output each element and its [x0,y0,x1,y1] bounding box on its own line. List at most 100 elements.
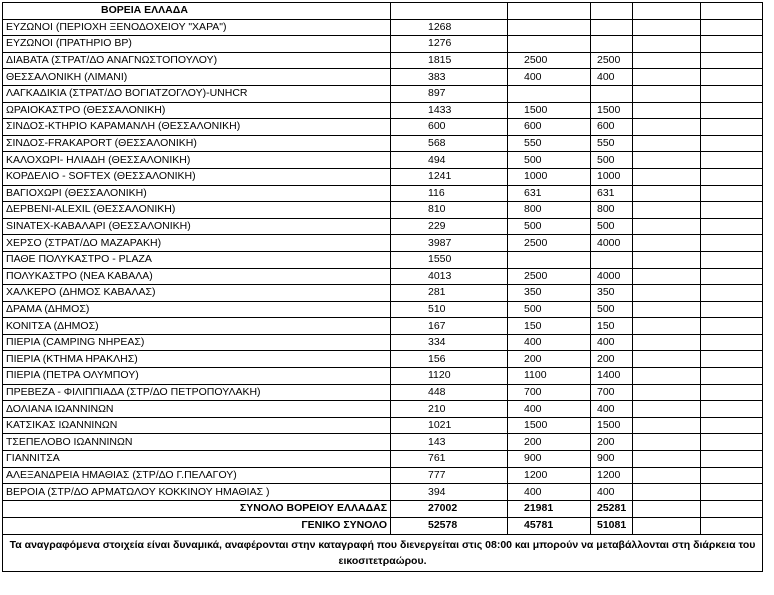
value-cell [632,317,701,335]
value-cell [632,333,701,352]
row-label: ΣΥΝΟΛΟ ΒΟΡΕΙΟΥ ΕΛΛΑΔΑΣ [2,499,391,518]
value-cell: 400 [590,483,633,501]
data-row: ΣΙΝΔΟΣ-ΚΤΗΡΙΟ ΚΑΡΑΜΑΝΛΗ (ΘΕΣΣΑΛΟΝΙΚΗ) 600… [2,118,763,136]
row-label: ΠΙΕΡΙΑ (CAMPING ΝΗΡΕΑΣ) [2,333,391,352]
header-row: ΒΟΡΕΙΑ ΕΛΛΑΔΑ [2,2,763,20]
value-cell [700,416,763,435]
data-row: ΚΑΤΣΙΚΑΣ ΙΩΑΝΝΙΝΩΝ 1021 1500 1500 [2,416,763,435]
value-cell [700,400,763,418]
value-cell: 4000 [590,267,633,286]
value-cell: 494 [390,151,508,169]
table: ΒΟΡΕΙΑ ΕΛΛΑΔΑ ΕΥΖΩΝΟΙ (ΠΕΡΙΟΧΗ ΞΕΝΟΔΟΧΕΙΟ… [2,2,763,572]
data-row: ΣΙΝΔΟΣ-FRAKAPORT (ΘΕΣΣΑΛΟΝΙΚΗ) 568 550 550 [2,134,763,153]
value-cell: 45781 [507,516,591,535]
data-row: ΔΕΡΒΕΝΙ-ALEXIL (ΘΕΣΣΑΛΟΝΙΚΗ) 810 800 800 [2,201,763,219]
value-cell: 1433 [390,101,508,120]
data-row: ΤΣΕΠΕΛΟΒΟ ΙΩΑΝΝΙΝΩΝ 143 200 200 [2,433,763,452]
row-label: ΔΙΑΒΑΤΑ (ΣΤΡΑΤ/ΔΟ ΑΝΑΓΝΩΣΤΟΠΟΥΛΟΥ) [2,51,391,70]
value-cell: 394 [390,483,508,501]
row-label: ΧΕΡΣΟ (ΣΤΡΑΤ/ΔΟ ΜΑΖΑΡΑΚΗ) [2,234,391,252]
value-cell [700,134,763,153]
value-cell: 400 [507,483,591,501]
row-label: ΚΑΤΣΙΚΑΣ ΙΩΑΝΝΙΝΩΝ [2,416,391,435]
data-row: ΠΟΛΥΚΑΣΤΡΟ (ΝΕΑ ΚΑΒΑΛΑ) 4013 2500 4000 [2,267,763,286]
value-cell [507,18,591,37]
value-cell: 800 [507,201,591,219]
row-label: SINATEX-ΚΑΒΑΛΑΡΙ (ΘΕΣΣΑΛΟΝΙΚΗ) [2,217,391,236]
value-cell [632,416,701,435]
value-cell: 500 [507,300,591,319]
value-cell: 4000 [590,234,633,252]
data-row: ΚΟΝΙΤΣΑ (ΔΗΜΟΣ) 167 150 150 [2,317,763,335]
value-cell: 1000 [507,167,591,186]
value-cell: 631 [507,184,591,203]
value-cell: 3987 [390,234,508,252]
data-row: ΓΙΑΝΝΙΤΣΑ 761 900 900 [2,450,763,468]
value-cell: 27002 [390,499,508,518]
value-cell: 761 [390,450,508,468]
value-cell: 400 [590,400,633,418]
row-label: ΒΟΡΕΙΑ ΕΛΛΑΔΑ [2,2,391,20]
value-cell: 2500 [590,51,633,70]
value-cell [700,250,763,269]
data-row: ΒΑΓΙΟΧΩΡΙ (ΘΕΣΣΑΛΟΝΙΚΗ) 116 631 631 [2,184,763,203]
value-cell [700,151,763,169]
value-cell [700,483,763,501]
row-label: ΚΟΝΙΤΣΑ (ΔΗΜΟΣ) [2,317,391,335]
value-cell: 2500 [507,234,591,252]
footnote: Τα αναγραφόμενα στοιχεία είναι δυναμικά,… [2,533,763,572]
value-cell: 1400 [590,367,633,385]
data-row: ΛΑΓΚΑΔΙΚΙΑ (ΣΤΡΑΤ/ΔΟ ΒΟΓΙΑΤΖΟΓΛΟΥ)-UNHCR… [2,84,763,103]
row-label: ΠΙΕΡΙΑ (ΠΕΤΡΑ ΟΛΥΜΠΟΥ) [2,367,391,385]
row-label: ΔΡΑΜΑ (ΔΗΜΟΣ) [2,300,391,319]
value-cell [632,134,701,153]
value-cell [590,84,633,103]
value-cell [632,284,701,302]
row-label: ΒΑΓΙΟΧΩΡΙ (ΘΕΣΣΑΛΟΝΙΚΗ) [2,184,391,203]
value-cell [632,499,701,518]
value-cell [632,101,701,120]
row-label: ΒΕΡΟΙΑ (ΣΤΡ/ΔΟ ΑΡΜΑΤΩΛΟΥ ΚΟΚΚΙΝΟΥ ΗΜΑΘΙΑ… [2,483,391,501]
value-cell: 700 [507,383,591,402]
value-cell [632,2,701,20]
value-cell [700,350,763,369]
value-cell: 400 [507,400,591,418]
value-cell: 350 [590,284,633,302]
data-row: ΚΟΡΔΕΛΙΟ - SOFTEX (ΘΕΣΣΑΛΟΝΙΚΗ) 1241 1000 1… [2,167,763,186]
value-cell [700,367,763,385]
value-cell [590,35,633,53]
value-cell [632,217,701,236]
data-row: ΠΑΘΕ ΠΟΛΥΚΑΣΤΡΟ - PLAZA 1550 [2,250,763,269]
value-cell: 400 [507,333,591,352]
value-cell [390,2,508,20]
value-cell: 550 [590,134,633,153]
row-label: ΠΑΘΕ ΠΟΛΥΚΑΣΤΡΟ - PLAZA [2,250,391,269]
value-cell [632,201,701,219]
value-cell: 4013 [390,267,508,286]
value-cell [700,267,763,286]
value-cell [632,400,701,418]
value-cell: 1815 [390,51,508,70]
value-cell [632,118,701,136]
value-cell: 150 [507,317,591,335]
value-cell [632,250,701,269]
value-cell: 550 [507,134,591,153]
value-cell: 400 [507,68,591,86]
value-cell: 500 [507,151,591,169]
value-cell [700,516,763,535]
value-cell [700,300,763,319]
data-row: ΧΕΡΣΟ (ΣΤΡΑΤ/ΔΟ ΜΑΖΑΡΑΚΗ) 3987 2500 4000 [2,234,763,252]
row-label: ΓΙΑΝΝΙΤΣΑ [2,450,391,468]
value-cell [700,51,763,70]
value-cell [700,234,763,252]
value-cell [700,333,763,352]
value-cell: 143 [390,433,508,452]
value-cell: 500 [590,217,633,236]
value-cell: 1200 [590,466,633,485]
value-cell [507,35,591,53]
data-row: ΔΙΑΒΑΤΑ (ΣΤΡΑΤ/ΔΟ ΑΝΑΓΝΩΣΤΟΠΟΥΛΟΥ) 1815 25… [2,51,763,70]
value-cell [632,68,701,86]
value-cell [632,234,701,252]
value-cell: 1500 [590,416,633,435]
value-cell: 900 [507,450,591,468]
